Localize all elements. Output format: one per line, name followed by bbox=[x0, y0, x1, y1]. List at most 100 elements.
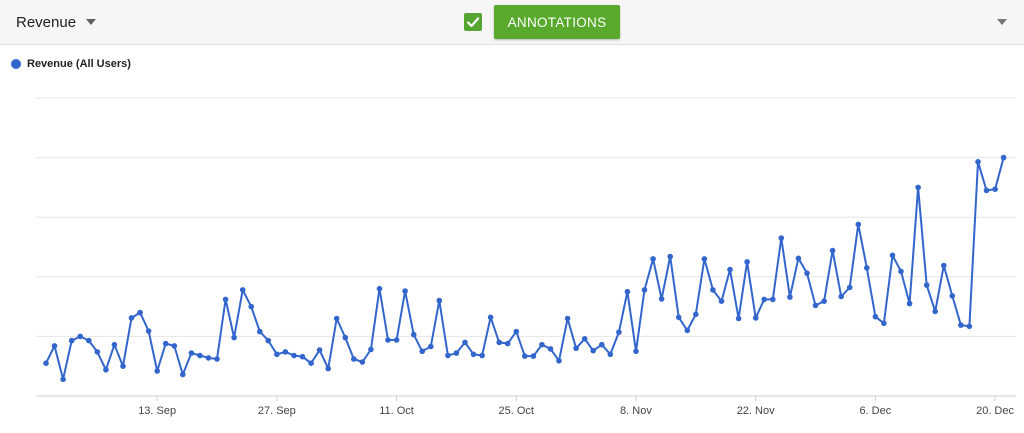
data-point[interactable] bbox=[752, 315, 759, 321]
data-point[interactable] bbox=[487, 314, 494, 321]
data-point[interactable] bbox=[462, 339, 468, 346]
data-point[interactable] bbox=[906, 300, 913, 307]
data-point[interactable] bbox=[573, 345, 579, 352]
data-point[interactable] bbox=[325, 365, 332, 372]
data-point[interactable] bbox=[86, 337, 92, 344]
data-point[interactable] bbox=[710, 287, 716, 293]
data-point[interactable] bbox=[778, 235, 785, 241]
data-point[interactable] bbox=[812, 302, 819, 309]
data-point[interactable] bbox=[675, 314, 682, 321]
data-point[interactable] bbox=[51, 343, 58, 349]
data-point[interactable] bbox=[958, 322, 964, 328]
data-point[interactable] bbox=[539, 341, 545, 348]
data-point[interactable] bbox=[829, 247, 836, 254]
data-point[interactable] bbox=[941, 262, 947, 269]
data-point[interactable] bbox=[932, 308, 938, 315]
data-point[interactable] bbox=[222, 296, 229, 303]
data-point[interactable] bbox=[103, 367, 109, 373]
data-point[interactable] bbox=[581, 336, 588, 342]
data-point[interactable] bbox=[162, 340, 169, 347]
data-point[interactable] bbox=[214, 356, 220, 362]
data-point[interactable] bbox=[667, 253, 673, 260]
data-point[interactable] bbox=[693, 311, 699, 318]
data-point[interactable] bbox=[188, 350, 195, 356]
data-point[interactable] bbox=[299, 353, 306, 360]
data-point[interactable] bbox=[864, 265, 870, 271]
data-point[interactable] bbox=[205, 355, 212, 361]
data-point[interactable] bbox=[556, 358, 562, 364]
data-point[interactable] bbox=[231, 334, 237, 341]
data-point[interactable] bbox=[658, 296, 665, 302]
data-point[interactable] bbox=[607, 351, 614, 358]
data-point[interactable] bbox=[410, 331, 417, 338]
data-point[interactable] bbox=[522, 353, 528, 359]
data-point[interactable] bbox=[137, 309, 143, 316]
data-point[interactable] bbox=[599, 341, 605, 348]
data-point[interactable] bbox=[1000, 154, 1007, 161]
data-point[interactable] bbox=[419, 348, 426, 355]
data-point[interactable] bbox=[333, 315, 340, 322]
data-point[interactable] bbox=[641, 287, 648, 293]
data-point[interactable] bbox=[795, 255, 802, 262]
data-point[interactable] bbox=[180, 371, 186, 378]
data-point[interactable] bbox=[761, 296, 767, 303]
data-point[interactable] bbox=[650, 256, 656, 262]
data-point[interactable] bbox=[821, 298, 827, 305]
data-point[interactable] bbox=[530, 353, 537, 359]
data-point[interactable] bbox=[257, 328, 263, 335]
data-point[interactable] bbox=[633, 348, 639, 355]
data-point[interactable] bbox=[846, 284, 853, 291]
data-point[interactable] bbox=[881, 320, 887, 327]
data-point[interactable] bbox=[453, 350, 460, 356]
data-point[interactable] bbox=[145, 328, 152, 334]
data-point[interactable] bbox=[342, 334, 349, 341]
data-point[interactable] bbox=[872, 313, 879, 320]
data-point[interactable] bbox=[239, 287, 246, 293]
data-point[interactable] bbox=[316, 347, 323, 353]
data-point[interactable] bbox=[436, 297, 443, 304]
data-point[interactable] bbox=[393, 337, 400, 343]
data-point[interactable] bbox=[496, 339, 503, 346]
data-point[interactable] bbox=[308, 360, 314, 367]
data-point[interactable] bbox=[282, 349, 289, 355]
data-point[interactable] bbox=[120, 363, 126, 370]
data-point[interactable] bbox=[744, 259, 750, 265]
data-point[interactable] bbox=[128, 315, 135, 321]
data-point[interactable] bbox=[171, 343, 178, 349]
data-point[interactable] bbox=[513, 328, 520, 335]
data-point[interactable] bbox=[735, 315, 742, 322]
data-point[interactable] bbox=[624, 288, 631, 295]
data-point[interactable] bbox=[504, 340, 511, 347]
annotations-button[interactable]: ANNOTATIONS bbox=[494, 5, 620, 39]
annotations-checkbox[interactable] bbox=[464, 13, 482, 31]
data-point[interactable] bbox=[94, 349, 101, 355]
data-point[interactable] bbox=[154, 368, 160, 374]
data-point[interactable] bbox=[368, 346, 374, 353]
data-point[interactable] bbox=[838, 293, 844, 300]
data-point[interactable] bbox=[479, 352, 485, 359]
data-point[interactable] bbox=[590, 347, 596, 354]
data-point[interactable] bbox=[60, 376, 66, 383]
data-point[interactable] bbox=[547, 346, 554, 352]
data-point[interactable] bbox=[77, 333, 83, 340]
data-point[interactable] bbox=[359, 359, 366, 365]
data-point[interactable] bbox=[68, 337, 75, 344]
data-point[interactable] bbox=[265, 337, 272, 344]
data-point[interactable] bbox=[402, 288, 408, 294]
data-point[interactable] bbox=[992, 186, 998, 192]
chart-options-dropdown-icon[interactable] bbox=[997, 19, 1007, 25]
data-point[interactable] bbox=[684, 327, 691, 334]
data-point[interactable] bbox=[428, 343, 434, 350]
data-point[interactable] bbox=[889, 252, 896, 259]
data-point[interactable] bbox=[197, 352, 203, 359]
data-point[interactable] bbox=[43, 360, 49, 367]
data-point[interactable] bbox=[718, 298, 725, 305]
data-point[interactable] bbox=[111, 341, 118, 348]
data-point[interactable] bbox=[804, 270, 810, 277]
data-point[interactable] bbox=[291, 352, 297, 359]
data-point[interactable] bbox=[470, 351, 477, 358]
data-point[interactable] bbox=[616, 329, 622, 336]
data-point[interactable] bbox=[898, 268, 904, 275]
data-point[interactable] bbox=[770, 296, 776, 303]
data-point[interactable] bbox=[923, 282, 930, 288]
